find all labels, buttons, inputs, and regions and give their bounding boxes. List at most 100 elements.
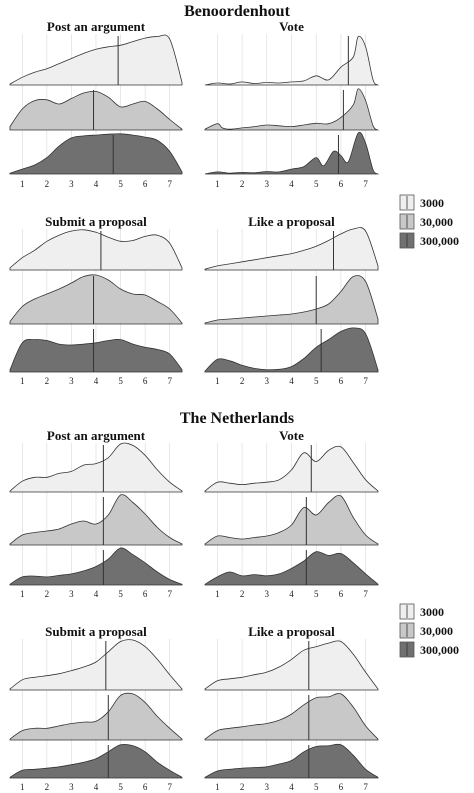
panel-title: Vote bbox=[279, 19, 304, 34]
x-tick-label: 6 bbox=[143, 589, 148, 599]
x-tick-label: 4 bbox=[94, 179, 99, 189]
panel-3-1: Like a proposal 1 2 3 4 5 6 7 bbox=[204, 624, 379, 792]
x-tick-label: 7 bbox=[167, 179, 172, 189]
x-tick-label: 3 bbox=[265, 782, 270, 792]
legend-1: 3000 30,000 300,000 bbox=[399, 603, 459, 658]
panel-title: Like a proposal bbox=[248, 214, 335, 229]
x-tick-label: 6 bbox=[339, 589, 344, 599]
x-tick-label: 4 bbox=[94, 782, 99, 792]
panel-3-0: Submit a proposal 1 2 3 4 5 6 7 bbox=[9, 624, 183, 792]
density-area bbox=[9, 90, 183, 131]
density-area bbox=[9, 229, 183, 271]
x-tick-label: 2 bbox=[240, 179, 245, 189]
density-area bbox=[9, 34, 183, 86]
panel-title: Vote bbox=[279, 428, 304, 443]
legend-label: 30,000 bbox=[420, 624, 453, 638]
x-tick-label: 6 bbox=[339, 782, 344, 792]
legend-label: 3000 bbox=[420, 196, 444, 210]
panel-2-0: Post an argument 1 2 3 4 5 6 7 bbox=[9, 428, 183, 599]
x-tick-label: 6 bbox=[339, 376, 344, 386]
x-tick-label: 1 bbox=[215, 589, 220, 599]
x-tick-label: 1 bbox=[20, 589, 25, 599]
density-area bbox=[204, 275, 379, 325]
x-tick-label: 2 bbox=[45, 782, 50, 792]
legend-label: 3000 bbox=[420, 605, 444, 619]
x-tick-label: 2 bbox=[45, 179, 50, 189]
x-tick-label: 5 bbox=[314, 589, 319, 599]
density-area bbox=[9, 442, 183, 493]
x-tick-label: 4 bbox=[289, 589, 294, 599]
panel-2-1: Vote 1 2 3 4 5 6 7 bbox=[204, 428, 379, 599]
x-tick-label: 4 bbox=[289, 782, 294, 792]
panel-title: Submit a proposal bbox=[45, 624, 147, 639]
x-tick-label: 4 bbox=[289, 376, 294, 386]
density-area bbox=[204, 693, 379, 741]
density-area bbox=[204, 495, 379, 546]
x-tick-label: 7 bbox=[167, 376, 172, 386]
x-tick-label: 5 bbox=[314, 179, 319, 189]
density-area bbox=[9, 639, 183, 691]
density-area bbox=[9, 339, 183, 373]
x-tick-label: 2 bbox=[240, 589, 245, 599]
x-tick-label: 7 bbox=[167, 589, 172, 599]
density-area bbox=[204, 551, 379, 586]
panel-title: Like a proposal bbox=[248, 624, 335, 639]
density-area bbox=[204, 743, 379, 779]
x-tick-label: 2 bbox=[45, 376, 50, 386]
x-tick-label: 1 bbox=[215, 376, 220, 386]
x-tick-label: 7 bbox=[363, 782, 368, 792]
x-tick-label: 3 bbox=[69, 589, 74, 599]
x-tick-label: 5 bbox=[118, 179, 123, 189]
panel-title: Post an argument bbox=[47, 19, 146, 34]
density-area bbox=[204, 445, 379, 493]
x-tick-label: 3 bbox=[265, 376, 270, 386]
legend-label: 30,000 bbox=[420, 215, 453, 229]
section-title-benoordenhout: Benoordenhout bbox=[184, 3, 290, 20]
x-tick-label: 6 bbox=[143, 782, 148, 792]
x-tick-label: 6 bbox=[339, 179, 344, 189]
section-title-netherlands: The Netherlands bbox=[180, 410, 294, 427]
x-tick-label: 1 bbox=[215, 179, 220, 189]
density-area bbox=[204, 131, 380, 175]
x-tick-label: 7 bbox=[167, 782, 172, 792]
density-area bbox=[9, 692, 183, 741]
x-tick-label: 5 bbox=[314, 782, 319, 792]
x-tick-label: 5 bbox=[118, 376, 123, 386]
x-tick-label: 1 bbox=[215, 782, 220, 792]
x-tick-label: 2 bbox=[45, 589, 50, 599]
panel-title: Submit a proposal bbox=[45, 214, 147, 229]
density-area bbox=[9, 743, 183, 779]
x-tick-label: 1 bbox=[20, 179, 25, 189]
x-tick-label: 7 bbox=[363, 376, 368, 386]
x-tick-label: 1 bbox=[20, 376, 25, 386]
x-tick-label: 3 bbox=[69, 376, 74, 386]
legend-0: 3000 30,000 300,000 bbox=[399, 194, 459, 249]
panel-title: Post an argument bbox=[47, 428, 146, 443]
legend-label: 300,000 bbox=[420, 643, 459, 657]
x-tick-label: 5 bbox=[118, 782, 123, 792]
x-tick-label: 1 bbox=[20, 782, 25, 792]
density-area bbox=[9, 547, 183, 586]
density-area bbox=[204, 88, 380, 131]
x-tick-label: 4 bbox=[94, 376, 99, 386]
x-tick-label: 3 bbox=[265, 179, 270, 189]
density-area bbox=[9, 274, 183, 325]
x-tick-label: 3 bbox=[265, 589, 270, 599]
density-area bbox=[9, 494, 183, 546]
x-tick-label: 7 bbox=[363, 179, 368, 189]
x-tick-label: 2 bbox=[240, 376, 245, 386]
x-tick-label: 2 bbox=[240, 782, 245, 792]
x-tick-label: 3 bbox=[69, 179, 74, 189]
x-tick-label: 6 bbox=[143, 376, 148, 386]
x-tick-label: 7 bbox=[363, 589, 368, 599]
x-tick-label: 6 bbox=[143, 179, 148, 189]
panel-1-1: Like a proposal 1 2 3 4 5 6 7 bbox=[204, 214, 379, 386]
density-area bbox=[204, 327, 379, 373]
density-area bbox=[204, 640, 379, 691]
density-area bbox=[9, 133, 183, 175]
x-tick-label: 3 bbox=[69, 782, 74, 792]
x-tick-label: 5 bbox=[314, 376, 319, 386]
legends: 3000 30,000 300,000 3000 30,000 300,000 bbox=[399, 194, 459, 658]
